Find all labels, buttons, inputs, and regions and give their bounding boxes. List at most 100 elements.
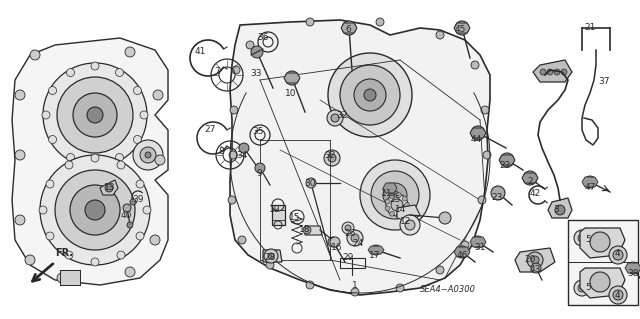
Circle shape (354, 79, 386, 111)
Text: FR.: FR. (55, 248, 73, 258)
Text: 37: 37 (598, 78, 610, 86)
Text: 4: 4 (614, 249, 620, 257)
Text: 15: 15 (289, 213, 301, 222)
Circle shape (391, 199, 403, 211)
Text: 16: 16 (332, 242, 343, 251)
Text: 9: 9 (256, 168, 262, 177)
Polygon shape (470, 128, 486, 138)
Polygon shape (383, 183, 397, 193)
Circle shape (578, 284, 586, 292)
Circle shape (130, 199, 136, 205)
Polygon shape (368, 246, 384, 254)
Circle shape (436, 31, 444, 39)
Text: 14: 14 (396, 205, 406, 214)
Circle shape (324, 150, 340, 166)
Circle shape (123, 204, 131, 212)
Circle shape (402, 196, 407, 201)
Polygon shape (263, 250, 282, 262)
Polygon shape (625, 263, 640, 273)
Circle shape (555, 205, 565, 215)
Text: 24: 24 (353, 239, 364, 248)
Circle shape (85, 200, 105, 220)
Text: 19: 19 (269, 205, 281, 214)
Circle shape (145, 152, 151, 158)
Circle shape (91, 160, 99, 168)
Circle shape (627, 262, 639, 274)
Circle shape (65, 161, 73, 169)
Circle shape (471, 126, 485, 140)
Text: 45: 45 (454, 26, 466, 34)
Circle shape (115, 153, 124, 161)
Text: 34: 34 (236, 151, 248, 160)
Circle shape (390, 194, 394, 199)
Circle shape (400, 215, 420, 235)
Circle shape (42, 111, 50, 119)
Circle shape (15, 215, 25, 225)
Polygon shape (568, 220, 638, 305)
Circle shape (73, 93, 117, 137)
Text: 32: 32 (324, 151, 336, 160)
Circle shape (246, 41, 254, 49)
Polygon shape (548, 198, 572, 218)
Circle shape (523, 171, 537, 185)
Polygon shape (272, 205, 285, 225)
Circle shape (39, 206, 47, 214)
Circle shape (255, 163, 265, 173)
Text: 10: 10 (285, 90, 297, 99)
Circle shape (331, 114, 339, 122)
Circle shape (554, 69, 560, 75)
Circle shape (46, 232, 54, 240)
Circle shape (91, 62, 99, 70)
Circle shape (285, 71, 299, 85)
Circle shape (125, 47, 135, 57)
Polygon shape (522, 173, 538, 183)
Polygon shape (100, 180, 118, 195)
Text: SEA4−A0300: SEA4−A0300 (420, 286, 476, 294)
Text: 42: 42 (529, 189, 541, 197)
Text: 27: 27 (204, 125, 216, 135)
Circle shape (49, 86, 56, 94)
Text: 1: 1 (352, 280, 358, 290)
Circle shape (136, 232, 144, 240)
Circle shape (342, 222, 354, 234)
Circle shape (531, 263, 541, 273)
Circle shape (150, 235, 160, 245)
Circle shape (396, 212, 401, 217)
Text: 23: 23 (492, 194, 502, 203)
Text: 43: 43 (529, 265, 541, 275)
Circle shape (385, 199, 390, 204)
Polygon shape (515, 248, 555, 272)
Text: 40: 40 (120, 211, 132, 220)
Polygon shape (454, 247, 470, 257)
Text: 11: 11 (381, 189, 393, 197)
Text: 12: 12 (400, 218, 412, 226)
Polygon shape (582, 177, 598, 187)
Text: 2: 2 (527, 177, 533, 187)
Circle shape (436, 266, 444, 274)
Circle shape (609, 286, 627, 304)
Circle shape (385, 183, 395, 193)
Circle shape (531, 256, 539, 264)
Circle shape (471, 61, 479, 69)
Text: 25: 25 (389, 196, 401, 204)
Circle shape (351, 288, 359, 296)
Polygon shape (230, 20, 490, 295)
Circle shape (306, 18, 314, 26)
Text: 31: 31 (474, 243, 486, 253)
Text: 36: 36 (257, 33, 269, 42)
Circle shape (43, 63, 147, 167)
Circle shape (456, 246, 468, 258)
Circle shape (87, 107, 103, 123)
Text: 4: 4 (614, 291, 620, 300)
Circle shape (251, 46, 263, 58)
Circle shape (143, 206, 151, 214)
Circle shape (478, 196, 486, 204)
Circle shape (328, 53, 412, 137)
Text: 35: 35 (252, 128, 264, 137)
Circle shape (67, 153, 74, 161)
Circle shape (140, 147, 156, 163)
Circle shape (303, 226, 311, 234)
Circle shape (360, 160, 430, 230)
Text: 20: 20 (524, 256, 536, 264)
Circle shape (133, 140, 163, 170)
